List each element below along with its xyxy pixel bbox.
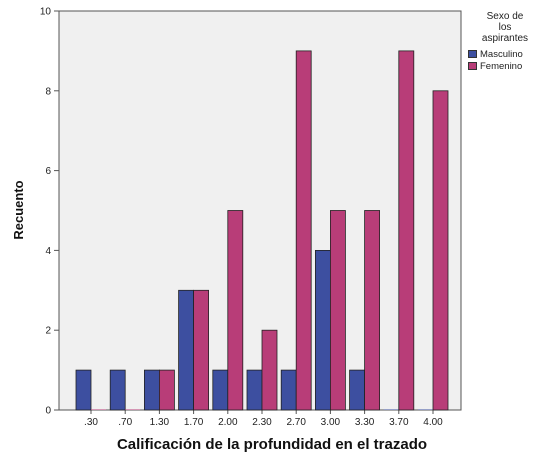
legend-item-femenino: Femenino (468, 60, 542, 72)
legend-title-line: aspirantes (481, 33, 529, 44)
legend-label: Femenino (480, 60, 523, 72)
bar-femenino-2p70 (295, 50, 312, 411)
bar-masculino-2p30 (246, 369, 263, 411)
bar-masculino-4p00 (418, 409, 433, 410)
legend-swatch-masculino (468, 50, 477, 58)
y-tick-label: 4 (45, 246, 51, 257)
bar-masculino-p70 (109, 369, 126, 411)
legend-item-masculino: Masculino (468, 48, 542, 60)
bar-masculino-2p00 (212, 369, 229, 411)
bar-femenino-3p70 (398, 50, 415, 411)
legend-title-line: los (498, 22, 512, 33)
x-tick-label: .30 (84, 417, 98, 428)
bar-masculino-1p70 (178, 289, 195, 411)
bar-femenino-p30 (91, 409, 106, 410)
x-tick-label: 2.70 (286, 417, 306, 428)
bar-femenino-2p00 (227, 210, 244, 411)
x-tick-label: 2.00 (218, 417, 238, 428)
bar-femenino-2p30 (261, 329, 278, 411)
bars-group (75, 50, 449, 411)
bar-femenino-3p00 (329, 210, 346, 411)
bar-masculino-1p30 (143, 369, 160, 411)
x-tick-label: .70 (118, 417, 132, 428)
legend-title: Sexo de los aspirantes (468, 11, 542, 44)
plot-area (58, 10, 462, 411)
x-tick-label: 2.30 (252, 417, 272, 428)
bar-femenino-1p70 (193, 289, 210, 411)
bar-femenino-p70 (125, 409, 141, 410)
bar-masculino-p30 (75, 369, 92, 411)
x-tick-label: 3.70 (389, 417, 409, 428)
y-tick-label: 6 (45, 166, 51, 177)
bar-masculino-3p70 (383, 409, 399, 410)
x-tick-label: 4.00 (423, 417, 443, 428)
x-tick-label: 1.30 (150, 417, 170, 428)
x-axis: .30 .70 1.30 1.70 2.00 2.30 2.70 3.00 3.30 3.70 4.… (84, 410, 443, 428)
bar-femenino-3p30 (364, 210, 381, 411)
y-axis-label: Recuento (11, 180, 26, 239)
y-tick-label: 0 (45, 406, 51, 417)
x-axis-label: Calificación de la profundidad en el tra… (116, 436, 428, 453)
y-tick-label: 2 (45, 326, 51, 337)
y-axis: 0 2 4 6 8 10 (40, 7, 59, 417)
x-tick-label: 3.30 (355, 417, 375, 428)
bar-femenino-4p00 (432, 90, 449, 411)
bar-masculino-3p30 (349, 369, 366, 411)
legend-swatch-femenino (468, 62, 477, 70)
bar-femenino-1p30 (158, 369, 175, 411)
bar-masculino-3p00 (314, 249, 331, 411)
bar-masculino-2p70 (280, 369, 297, 411)
y-tick-label: 8 (45, 86, 51, 97)
legend: Sexo de los aspirantes Masculino Femenin… (468, 11, 542, 72)
x-tick-label: 3.00 (321, 417, 341, 428)
y-tick-label: 10 (40, 7, 52, 18)
x-tick-label: 1.70 (184, 417, 204, 428)
legend-label: Masculino (480, 48, 523, 60)
legend-title-line: Sexo de (486, 11, 524, 22)
